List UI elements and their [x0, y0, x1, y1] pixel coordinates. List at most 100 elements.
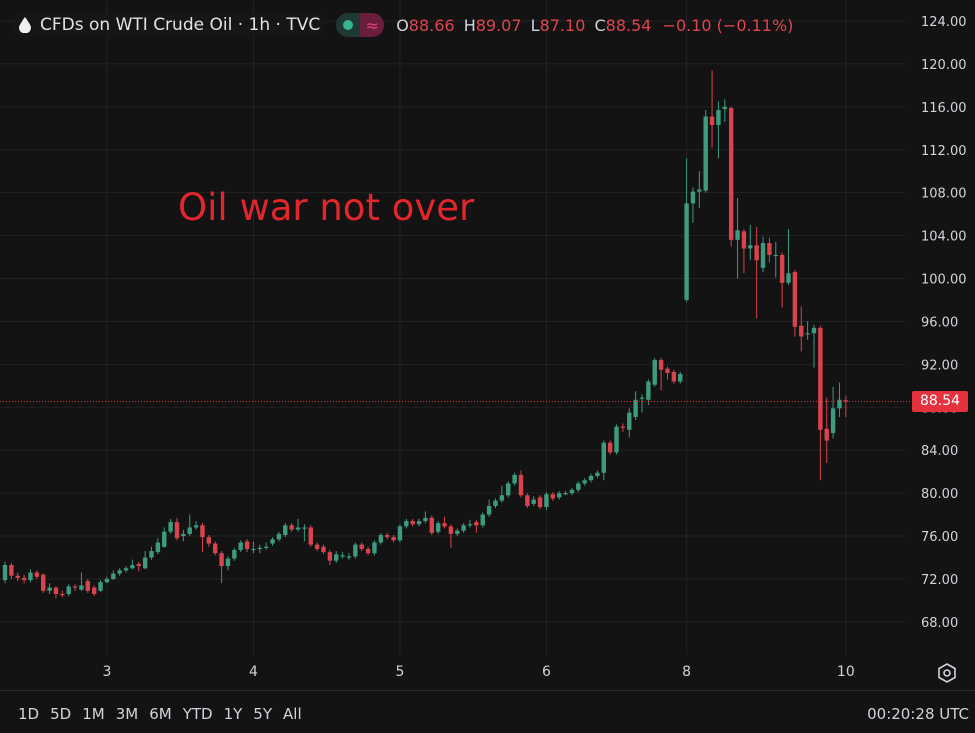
candle-up — [563, 490, 568, 496]
x-tick-label: 3 — [102, 664, 111, 680]
candle-down — [792, 269, 798, 337]
candle-body — [639, 397, 645, 399]
candle-body — [111, 573, 116, 579]
range-button-5y[interactable]: 5Y — [253, 705, 273, 723]
candle-down — [41, 573, 46, 593]
candle-body — [697, 189, 702, 192]
clock[interactable]: 00:20:28 UTC — [867, 705, 969, 723]
candle-body — [410, 521, 415, 525]
range-button-ytd[interactable]: YTD — [182, 705, 213, 723]
candle-up — [467, 519, 473, 528]
candle-up — [117, 568, 122, 576]
candle-down — [34, 570, 40, 579]
candle-body — [321, 546, 326, 553]
candle-body — [397, 526, 403, 541]
candle-up — [588, 473, 594, 483]
candle-body — [181, 533, 186, 537]
candle-down — [213, 541, 218, 556]
y-tick-label: 116.00 — [921, 101, 967, 116]
candle-down — [818, 325, 823, 481]
candle-body — [722, 106, 728, 109]
range-button-1y[interactable]: 1Y — [223, 705, 243, 723]
candle-body — [404, 521, 409, 527]
candle-body — [779, 254, 785, 283]
y-tick-label: 124.00 — [921, 15, 967, 30]
candle-up — [295, 518, 301, 532]
candle-down — [327, 549, 333, 566]
candle-up — [251, 541, 256, 554]
candle-down — [474, 519, 479, 533]
range-button-1d[interactable]: 1D — [18, 705, 40, 723]
candle-body — [633, 399, 638, 417]
candle-body — [748, 245, 753, 249]
range-button-6m[interactable]: 6M — [149, 705, 172, 723]
candle-body — [257, 547, 262, 550]
candle-body — [244, 541, 250, 549]
candle-body — [193, 525, 199, 528]
y-tick-label: 112.00 — [921, 144, 967, 159]
candle-body — [467, 524, 473, 526]
candle-body — [455, 530, 460, 534]
candle-up — [786, 229, 791, 285]
range-button-all[interactable]: All — [283, 705, 302, 723]
candle-up — [28, 569, 33, 583]
candle-body — [665, 368, 670, 373]
candle-up — [493, 498, 498, 509]
candle-body — [391, 537, 396, 541]
symbol-title[interactable]: CFDs on WTI Crude Oil · 1h · TVC — [12, 13, 327, 37]
candlestick-chart[interactable]: 68.0072.0076.0080.0084.0088.0092.0096.00… — [0, 0, 975, 690]
candle-body — [213, 543, 218, 554]
candle-up — [614, 424, 619, 455]
candle-body — [276, 533, 282, 540]
candle-up — [461, 523, 466, 533]
candle-down — [410, 518, 415, 527]
candle-up — [837, 382, 842, 417]
delayed-data-icon: ≈ — [360, 13, 385, 37]
candle-down — [429, 515, 434, 535]
candle-body — [168, 522, 173, 532]
candle-up — [556, 490, 562, 500]
y-tick-label: 76.00 — [921, 530, 958, 545]
candle-body — [187, 527, 192, 534]
candle-up — [66, 584, 71, 597]
status-pill[interactable]: ≈ — [336, 13, 385, 37]
candle-down — [665, 366, 670, 380]
candle-up — [238, 540, 243, 553]
candle-down — [314, 542, 320, 552]
candle-down — [21, 574, 27, 584]
time-axis[interactable]: 3 4 5 6 8 10 — [102, 664, 854, 680]
candle-body — [741, 231, 747, 249]
candle-up — [104, 576, 110, 584]
candle-up — [646, 379, 651, 406]
candle-body — [79, 585, 84, 590]
candle-down — [607, 440, 613, 455]
candle-body — [359, 544, 364, 549]
x-tick-label: 4 — [249, 664, 258, 680]
candle-body — [136, 563, 141, 567]
candle-down — [9, 562, 14, 579]
close-label: C — [594, 15, 606, 35]
candle-up — [257, 544, 262, 554]
candle-body — [155, 542, 161, 553]
candle-down — [728, 106, 734, 247]
range-button-5d[interactable]: 5D — [50, 705, 72, 723]
gear-icon[interactable] — [936, 662, 958, 684]
candle-body — [53, 587, 59, 594]
price-axis[interactable]: 68.0072.0076.0080.0084.0088.0092.0096.00… — [921, 15, 967, 631]
candle-up — [512, 472, 517, 486]
candle-body — [142, 557, 148, 569]
candle-body — [47, 587, 52, 591]
candle-body — [308, 527, 313, 545]
range-button-1m[interactable]: 1M — [82, 705, 105, 723]
candle-down — [91, 585, 97, 597]
candle-up — [735, 198, 740, 279]
candle-down — [658, 357, 664, 391]
candle-down — [709, 70, 715, 148]
candles — [2, 70, 849, 599]
candle-up — [499, 485, 505, 503]
candle-body — [805, 333, 810, 335]
candle-up — [531, 496, 536, 506]
range-button-3m[interactable]: 3M — [115, 705, 139, 723]
candle-up — [98, 580, 103, 592]
candle-body — [442, 523, 447, 527]
